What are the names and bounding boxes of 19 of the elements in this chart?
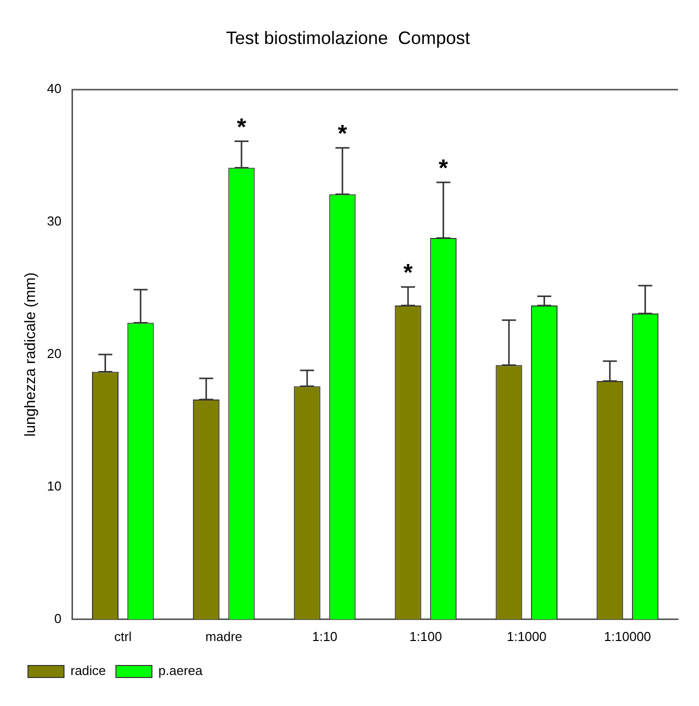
y-tick-label: 0 <box>54 610 62 626</box>
data-label: * <box>438 154 449 182</box>
y-tick-label: 20 <box>46 346 62 362</box>
y-axis-title: lunghezza radicale (mm) <box>22 272 40 437</box>
x-tick-label: madre <box>205 628 242 644</box>
data-label: * <box>338 120 348 148</box>
x-tick-label: ctrl <box>114 628 132 644</box>
data-label: * <box>403 260 414 287</box>
legend-label: radice <box>70 663 106 678</box>
data-label: * <box>236 114 247 141</box>
legend-label: p.aerea <box>158 663 204 678</box>
x-tick-label: 1:10 <box>312 628 338 644</box>
x-tick-label: 1:1000 <box>506 628 546 644</box>
y-tick-label: 40 <box>46 81 62 96</box>
chart-title: Test biostimolazione Compost <box>226 28 470 48</box>
y-tick-label: 30 <box>46 214 62 229</box>
x-tick-label: 1:100 <box>409 628 442 644</box>
x-tick-label: 1:10000 <box>604 628 652 644</box>
y-tick-label: 10 <box>46 478 62 494</box>
